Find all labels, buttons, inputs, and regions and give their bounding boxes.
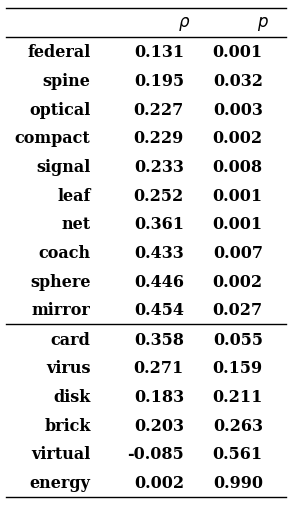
Text: 0.195: 0.195 (134, 73, 184, 90)
Text: spine: spine (43, 73, 91, 90)
Text: virtual: virtual (31, 446, 91, 464)
Text: 0.001: 0.001 (213, 188, 263, 205)
Text: 0.027: 0.027 (213, 302, 263, 319)
Text: brick: brick (44, 418, 91, 435)
Text: 0.001: 0.001 (213, 217, 263, 233)
Text: optical: optical (29, 102, 91, 118)
Text: signal: signal (36, 159, 91, 176)
Text: 0.229: 0.229 (134, 130, 184, 147)
Text: coach: coach (38, 245, 91, 262)
Text: 0.001: 0.001 (213, 44, 263, 62)
Text: 0.183: 0.183 (134, 389, 184, 406)
Text: 0.358: 0.358 (134, 332, 184, 349)
Text: 0.271: 0.271 (134, 360, 184, 377)
Text: 0.561: 0.561 (213, 446, 263, 464)
Text: leaf: leaf (57, 188, 91, 205)
Text: 0.252: 0.252 (134, 188, 184, 205)
Text: 0.002: 0.002 (213, 274, 263, 291)
Text: 0.446: 0.446 (134, 274, 184, 291)
Text: 0.002: 0.002 (213, 130, 263, 147)
Text: 0.003: 0.003 (213, 102, 263, 118)
Text: mirror: mirror (32, 302, 91, 319)
Text: virus: virus (46, 360, 91, 377)
Text: disk: disk (53, 389, 91, 406)
Text: 0.263: 0.263 (213, 418, 263, 435)
Text: energy: energy (30, 475, 91, 492)
Text: $\rho$: $\rho$ (178, 15, 190, 32)
Text: 0.007: 0.007 (213, 245, 263, 262)
Text: $p$: $p$ (257, 15, 269, 32)
Text: 0.211: 0.211 (212, 389, 263, 406)
Text: sphere: sphere (30, 274, 91, 291)
Text: 0.159: 0.159 (213, 360, 263, 377)
Text: 0.008: 0.008 (213, 159, 263, 176)
Text: -0.085: -0.085 (127, 446, 184, 464)
Text: 0.227: 0.227 (134, 102, 184, 118)
Text: 0.002: 0.002 (134, 475, 184, 492)
Text: card: card (51, 332, 91, 349)
Text: 0.433: 0.433 (134, 245, 184, 262)
Text: federal: federal (27, 44, 91, 62)
Text: compact: compact (15, 130, 91, 147)
Text: 0.233: 0.233 (134, 159, 184, 176)
Text: 0.055: 0.055 (213, 332, 263, 349)
Text: 0.454: 0.454 (134, 302, 184, 319)
Text: 0.990: 0.990 (213, 475, 263, 492)
Text: 0.203: 0.203 (134, 418, 184, 435)
Text: 0.032: 0.032 (213, 73, 263, 90)
Text: 0.131: 0.131 (134, 44, 184, 62)
Text: 0.361: 0.361 (134, 217, 184, 233)
Text: net: net (61, 217, 91, 233)
